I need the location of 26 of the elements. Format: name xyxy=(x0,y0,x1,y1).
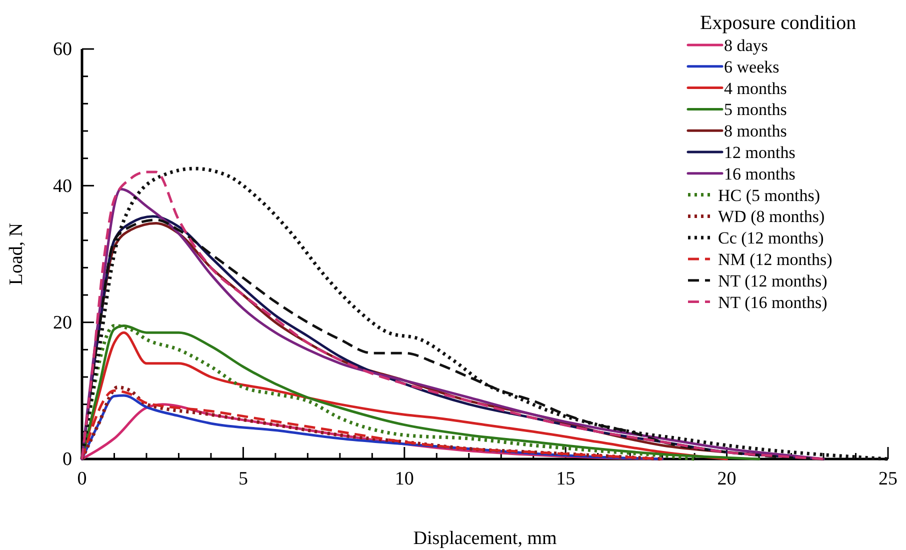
legend-label: NM (12 months) xyxy=(718,250,832,269)
legend-label: 4 months xyxy=(724,78,787,98)
legend-label: 6 weeks xyxy=(724,57,780,76)
y-tick-label: 0 xyxy=(62,449,72,470)
x-tick-label: 5 xyxy=(238,468,248,490)
y-tick-label: 60 xyxy=(53,39,72,60)
x-axis-title: Displacement, mm xyxy=(413,528,557,549)
legend-label: Cc (12 months) xyxy=(718,228,824,248)
x-tick-label: 25 xyxy=(878,468,898,490)
x-tick-label: 10 xyxy=(394,468,414,490)
x-tick-label: 15 xyxy=(556,468,576,490)
y-tick-label: 20 xyxy=(53,312,72,334)
x-tick-label: 0 xyxy=(77,468,87,490)
legend-label: 8 days xyxy=(724,36,768,55)
legend-label: HC (5 months) xyxy=(718,186,820,205)
x-tick-label: 20 xyxy=(717,468,736,490)
y-tick-label: 40 xyxy=(53,176,72,197)
legend-label: 16 months xyxy=(724,164,796,184)
legend-title: Exposure condition xyxy=(700,12,856,34)
legend-label: 8 months xyxy=(724,122,787,141)
y-axis-title: Load, N xyxy=(6,222,27,286)
legend-label: NT (16 months) xyxy=(718,292,828,312)
legend-label: WD (8 months) xyxy=(718,207,825,226)
legend-label: 12 months xyxy=(724,143,796,162)
legend-label: 5 months xyxy=(724,100,787,120)
legend-label: NT (12 months) xyxy=(718,271,828,290)
